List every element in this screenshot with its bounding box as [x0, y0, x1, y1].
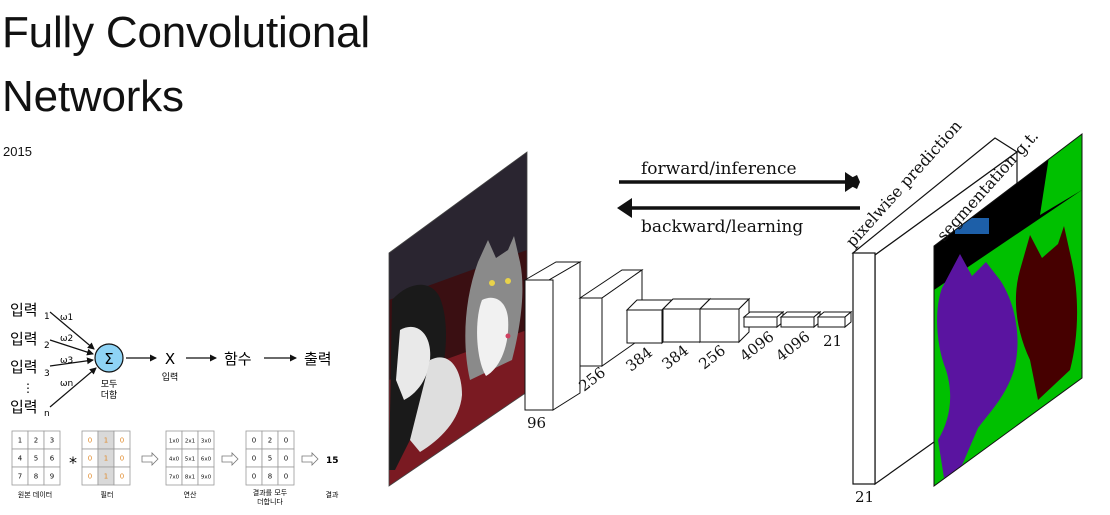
- caption-filter: 필터: [101, 490, 114, 499]
- x-symbol: X: [165, 350, 175, 368]
- filter-grid-value: 0: [88, 455, 92, 463]
- title-line-1: Fully Convolutional: [2, 8, 370, 57]
- product-grid: [245, 430, 295, 486]
- perceptron-diagram: 입력 1 입력 2 입력 3 ⋮ 입력 n ω1 ω2 ω3 ωn Σ 모두 더…: [10, 301, 332, 419]
- output-depth-label: 21: [855, 488, 874, 506]
- input-sub-3: 3: [44, 369, 50, 379]
- layer-256-b: [698, 297, 751, 344]
- caption-operation: 연산: [184, 490, 197, 499]
- op-grid-value: 6x0: [201, 457, 212, 463]
- filter-grid-value: 0: [120, 473, 124, 481]
- input-sub-2: 2: [44, 341, 50, 351]
- sum-node: [94, 343, 124, 373]
- input-photo: [389, 152, 527, 486]
- op-grid-value: 1x0: [169, 439, 180, 445]
- product-grid-value: 2: [268, 437, 272, 445]
- filter-grid-value: 1: [104, 473, 108, 481]
- input-grid-value: 4: [18, 455, 23, 463]
- input-grid-value: 5: [34, 455, 38, 463]
- input-grid-value: 3: [50, 437, 54, 445]
- product-grid-value: 0: [252, 473, 256, 481]
- conv-arrow-1: [141, 452, 159, 466]
- product-grid-value: 0: [252, 455, 256, 463]
- sum-caption-2: 더함: [101, 390, 118, 401]
- product-grid-value: 8: [268, 473, 272, 481]
- convolution-diagram: 1 2 3 4 5 6 7 8 9 0 1 0 0 1 0 0 1 0 1x0 2x1 3x0 4x0 5x1 6x0 7x0 8…: [11, 430, 339, 506]
- layer-label-96: 96: [527, 414, 546, 432]
- input-grid-value: 7: [18, 473, 22, 481]
- product-grid-value: 0: [284, 437, 288, 445]
- forward-arrow: [619, 172, 860, 192]
- filter-grid-value: 0: [88, 473, 92, 481]
- filter-grid-value: 1: [104, 437, 108, 445]
- input-label-n: 입력: [10, 398, 38, 416]
- backward-arrow: [617, 198, 860, 218]
- op-grid-value: 8x1: [185, 475, 195, 481]
- op-grid-value: 7x0: [169, 475, 180, 481]
- caption-result: 결과: [326, 490, 339, 499]
- layer-label-384-b: 384: [658, 341, 692, 373]
- weight-n: ωn: [60, 379, 73, 389]
- x-caption: 입력: [162, 371, 179, 383]
- convolution-result: 15: [326, 456, 339, 466]
- input-label-2: 입력: [10, 330, 38, 348]
- op-grid-value: 3x0: [201, 439, 212, 445]
- layer-4096-a: [742, 310, 785, 329]
- perceptron-output-label: 출력: [304, 350, 332, 368]
- product-grid-cell: [277, 466, 295, 486]
- input-sub-1: 1: [44, 312, 50, 322]
- caption-input: 원본 데이터: [18, 490, 52, 499]
- sigma-symbol: Σ: [104, 350, 113, 368]
- op-grid-cell: [197, 466, 215, 486]
- filter-grid-value: 0: [120, 455, 124, 463]
- fcn-diagram: 96 256 384 384 256 4096 4096 21 forward/…: [388, 116, 1083, 506]
- backward-label: backward/learning: [641, 217, 803, 237]
- input-grid-value: 2: [34, 437, 38, 445]
- weight-2: ω2: [60, 334, 73, 344]
- weight-1: ω1: [60, 313, 73, 323]
- filter-grid-value: 0: [120, 437, 124, 445]
- op-grid-value: 2x1: [185, 439, 195, 445]
- year-label: 2015: [3, 144, 32, 159]
- op-grid-value: 9x0: [201, 475, 212, 481]
- input-grid-value: 9: [50, 473, 54, 481]
- product-grid-value: 0: [284, 455, 288, 463]
- layer-label-256-b: 256: [695, 341, 729, 373]
- product-grid-value: 0: [252, 437, 256, 445]
- input-sub-n: n: [44, 409, 50, 419]
- filter-grid-value: 1: [104, 455, 108, 463]
- layer-label-21: 21: [823, 332, 842, 350]
- filter-grid: [81, 430, 131, 486]
- product-grid-value: 0: [284, 473, 288, 481]
- caption-sum-1: 결과를 모두: [253, 488, 288, 497]
- layer-21: [816, 310, 853, 329]
- title-line-2: Networks: [2, 72, 184, 121]
- input-label-1: 입력: [10, 301, 38, 319]
- layer-label-4096-b: 4096: [772, 327, 813, 365]
- op-grid-value: 5x1: [185, 457, 195, 463]
- input-grid-value: 6: [50, 455, 55, 463]
- input-grid-cell: [43, 466, 61, 486]
- product-grid-value: 5: [268, 455, 272, 463]
- filter-grid-cell: [113, 466, 131, 486]
- input-grid-value: 8: [34, 473, 38, 481]
- layer-96: [523, 261, 582, 411]
- input-grid: [11, 430, 61, 486]
- convolution-star: *: [69, 453, 77, 472]
- conv-arrow-2: [221, 452, 239, 466]
- caption-sum-2: 더합니다: [257, 497, 283, 506]
- sum-caption-1: 모두: [101, 379, 118, 390]
- op-grid: [165, 430, 215, 486]
- layer-4096-b: [779, 310, 822, 329]
- input-label-3: 입력: [10, 358, 38, 376]
- op-grid-value: 4x0: [169, 457, 180, 463]
- input-dots: ⋮: [22, 381, 34, 395]
- forward-label: forward/inference: [641, 159, 797, 179]
- filter-grid-value: 0: [88, 437, 92, 445]
- weight-3: ω3: [60, 356, 73, 366]
- input-grid-value: 1: [18, 437, 22, 445]
- conv-arrow-3: [301, 452, 319, 466]
- function-label: 함수: [224, 350, 252, 368]
